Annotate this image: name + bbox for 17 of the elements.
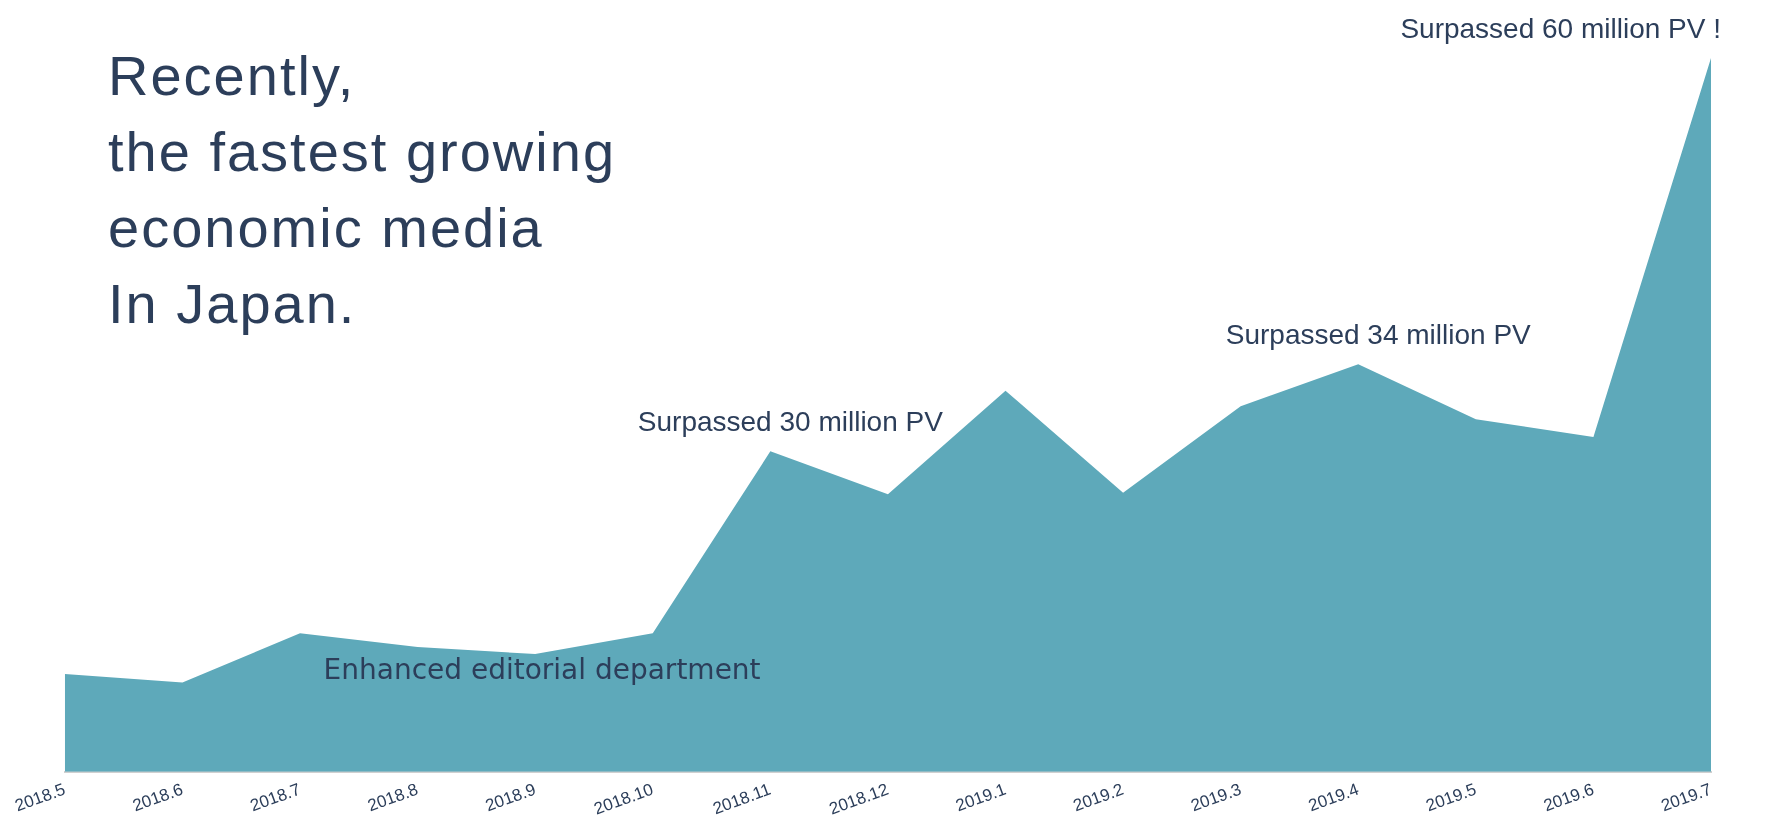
x-tick-label: 2018.6	[130, 779, 186, 816]
x-tick-label: 2019.3	[1188, 779, 1244, 816]
x-tick-label: 2018.7	[247, 779, 303, 816]
x-tick-label: 2018.9	[482, 779, 539, 816]
text: Recently, the fastest growing economic media In Japan.	[108, 43, 617, 337]
x-tick-label: 2019.5	[1423, 779, 1479, 816]
annotation: Surpassed 34 million PV	[1225, 318, 1532, 350]
annotation: Enhanced editorial department	[323, 653, 761, 687]
x-tick-label: 2019.4	[1305, 779, 1362, 816]
annotation: Surpassed 60 million PV !	[1400, 12, 1721, 44]
x-tick-label: 2018.8	[365, 779, 421, 816]
x-tick-label: 2019.1	[953, 779, 1009, 816]
annotation: Surpassed 30 million PV	[637, 406, 944, 438]
x-tick-label: 2019.2	[1070, 779, 1127, 816]
x-tick-label: 2018.5	[12, 779, 68, 816]
x-tick-label: 2019.6	[1541, 779, 1597, 816]
x-tick-label: 2019.7	[1658, 779, 1714, 816]
